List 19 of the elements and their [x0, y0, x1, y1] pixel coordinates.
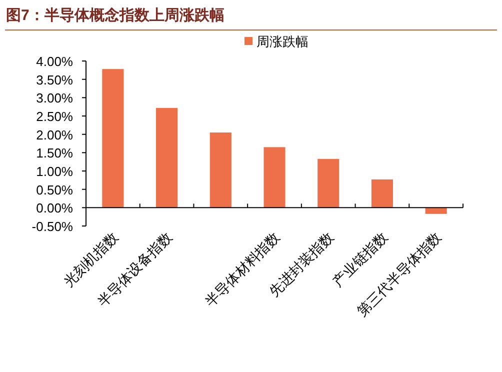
- y-tick-label: 3.00%: [36, 90, 74, 106]
- chart-title: 图7：半导体概念指数上周涨跌幅: [6, 7, 224, 24]
- bar: [425, 208, 447, 214]
- bar: [102, 69, 124, 208]
- y-tick-label: 2.00%: [36, 127, 74, 142]
- bar: [156, 108, 178, 208]
- bar: [264, 147, 286, 208]
- y-tick-label: 2.50%: [36, 109, 74, 124]
- bar: [318, 158, 340, 208]
- legend-label: 周涨跌幅: [256, 34, 308, 49]
- y-tick-label: -0.50%: [32, 219, 74, 234]
- y-tick-label: 4.00%: [36, 54, 74, 69]
- y-tick-label: 3.50%: [36, 72, 74, 88]
- y-tick-label: 0.00%: [36, 200, 74, 216]
- bar: [371, 179, 393, 208]
- y-tick-label: 0.50%: [36, 182, 74, 198]
- bar: [210, 132, 232, 208]
- y-tick-label: 1.50%: [36, 146, 74, 161]
- y-tick-label: 1.00%: [36, 164, 74, 179]
